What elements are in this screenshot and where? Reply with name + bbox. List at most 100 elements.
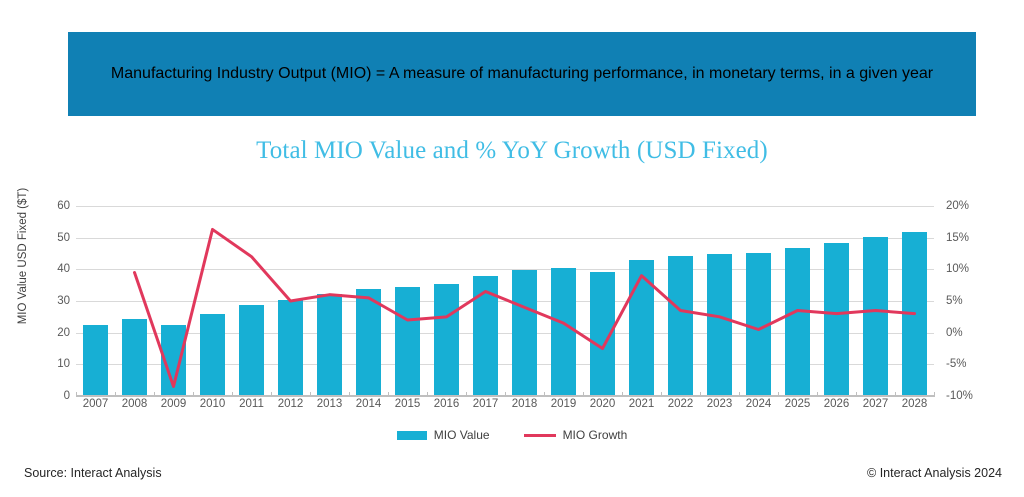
y-tick-right--5%: -5% — [946, 358, 967, 371]
x-tick-mark — [778, 392, 779, 397]
x-tick-2027: 2027 — [862, 398, 889, 410]
legend-line-swatch-icon — [523, 433, 556, 437]
x-tick-2020: 2020 — [589, 398, 616, 410]
x-tick-mark — [232, 392, 233, 397]
bar-2023[interactable] — [707, 254, 732, 395]
bar-2019[interactable] — [551, 268, 576, 395]
bar-2015[interactable] — [395, 287, 420, 395]
x-tick-mark — [661, 392, 662, 397]
x-tick-mark — [583, 392, 584, 397]
x-tick-mark — [427, 392, 428, 397]
x-axis-ticks: 2007 2008 2009 2010 2011 2012 2013 2014 2015 2016… — [76, 392, 935, 418]
legend-label-mio-growth: MIO Growth — [562, 428, 628, 442]
gridline — [76, 206, 934, 207]
x-tick-mark — [895, 392, 896, 397]
x-tick-2021: 2021 — [628, 398, 655, 410]
gridline — [76, 237, 934, 239]
x-tick-mark — [271, 392, 272, 397]
gridline — [76, 301, 934, 302]
y-tick-right-0%: 0% — [946, 326, 963, 339]
x-tick-2008: 2008 — [121, 398, 148, 410]
bar-2022[interactable] — [668, 255, 693, 395]
x-tick-mark — [544, 392, 545, 397]
bar-2008[interactable] — [122, 319, 147, 395]
x-tick-mark — [466, 392, 467, 397]
gridline — [76, 332, 934, 334]
x-tick-mark — [934, 392, 935, 397]
x-tick-mark — [193, 392, 194, 397]
x-tick-2023: 2023 — [706, 398, 733, 410]
y-axis-right-ticks: -10% -5% 0% 5% 10% 15% 20% — [946, 200, 1016, 402]
x-tick-mark — [349, 392, 350, 397]
bar-2007[interactable] — [83, 325, 108, 395]
footer: Source: Interact Analysis © Interact Ana… — [0, 462, 1024, 490]
bar-2010[interactable] — [200, 314, 225, 395]
header-banner-title: Manufacturing Industry Output (MIO) = A … — [110, 65, 934, 82]
gridline — [76, 269, 934, 271]
copyright-text: © Interact Analysis 2024 — [867, 466, 1002, 480]
x-tick-mark — [388, 392, 389, 397]
plot-area — [76, 206, 934, 397]
growth-line-path — [133, 227, 916, 388]
y-tick-left-50: 50 — [57, 231, 70, 244]
y-tick-left-60: 60 — [57, 200, 70, 212]
x-tick-2010: 2010 — [199, 398, 226, 410]
y-tick-right-15%: 15% — [946, 231, 970, 244]
bar-2012[interactable] — [278, 300, 303, 395]
y-axis-left-ticks: 0 10 20 30 40 50 60 — [28, 200, 103, 402]
bar-2024[interactable] — [746, 252, 771, 395]
x-tick-2016: 2016 — [433, 398, 460, 410]
x-tick-2017: 2017 — [472, 398, 499, 410]
legend-item-mio-value[interactable]: MIO Value — [396, 428, 490, 442]
x-tick-mark — [817, 392, 818, 397]
x-tick-2014: 2014 — [355, 398, 382, 410]
bar-2013[interactable] — [317, 293, 342, 395]
x-tick-mark — [622, 392, 623, 397]
bar-2025[interactable] — [785, 247, 810, 395]
x-tick-mark — [310, 392, 311, 397]
x-tick-2007: 2007 — [82, 398, 109, 410]
legend-item-mio-growth[interactable]: MIO Growth — [523, 428, 628, 442]
x-tick-mark — [739, 392, 740, 397]
x-tick-mark — [154, 392, 155, 397]
x-tick-2013: 2013 — [316, 398, 343, 410]
y-tick-left-30: 30 — [57, 295, 70, 307]
y-tick-left-20: 20 — [57, 326, 70, 339]
x-tick-2011: 2011 — [239, 398, 264, 410]
x-tick-2018: 2018 — [511, 398, 538, 410]
y-tick-right-5%: 5% — [946, 295, 963, 307]
y-tick-right--10%: -10% — [946, 390, 973, 402]
chart-area: MIO Value USD Fixed ($T) 0 10 20 30 40 50 60 -… — [0, 188, 1024, 418]
bar-2016[interactable] — [434, 284, 459, 395]
chart-legend: MIO Value MIO Growth — [0, 428, 1024, 442]
y-tick-right-10%: 10% — [946, 263, 970, 276]
gridline — [76, 364, 934, 366]
bar-2026[interactable] — [824, 243, 849, 395]
legend-label-mio-value: MIO Value — [433, 428, 490, 442]
chart-subtitle: Total MIO Value and % YoY Growth (USD Fi… — [256, 137, 768, 164]
x-tick-2028: 2028 — [901, 398, 928, 410]
y-tick-left-10: 10 — [57, 358, 70, 371]
x-tick-2025: 2025 — [784, 398, 811, 410]
x-tick-2019: 2019 — [550, 398, 577, 410]
line-series — [133, 227, 916, 388]
bar-2014[interactable] — [356, 288, 381, 395]
x-tick-mark — [856, 392, 857, 397]
y-tick-right-20%: 20% — [946, 200, 970, 212]
x-tick-2024: 2024 — [745, 398, 772, 410]
x-tick-2012: 2012 — [277, 398, 304, 410]
x-tick-mark — [505, 392, 506, 397]
x-tick-2022: 2022 — [667, 398, 694, 410]
x-tick-mark — [115, 392, 116, 397]
bar-2027[interactable] — [863, 236, 888, 395]
bar-2011[interactable] — [239, 304, 264, 395]
x-tick-mark — [700, 392, 701, 397]
legend-bar-swatch-icon — [396, 430, 427, 440]
x-tick-2009: 2009 — [160, 398, 187, 410]
y-tick-left-0: 0 — [63, 390, 70, 402]
header-banner: Manufacturing Industry Output (MIO) = A … — [68, 32, 976, 116]
source-text: Source: Interact Analysis — [24, 466, 162, 480]
x-tick-2026: 2026 — [823, 398, 850, 410]
y-tick-left-40: 40 — [57, 263, 70, 276]
bar-2018[interactable] — [512, 269, 537, 395]
